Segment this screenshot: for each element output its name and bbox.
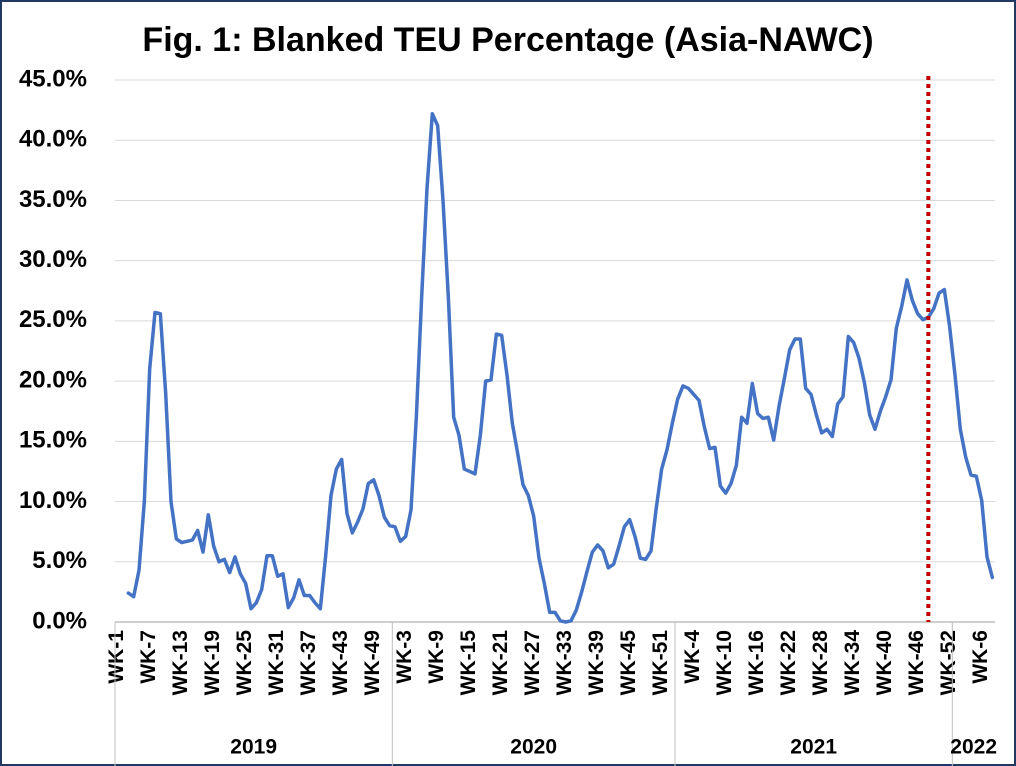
x-tick-label: WK-16: [745, 630, 768, 695]
y-tick-label: 15.0%: [19, 427, 87, 454]
x-tick-label: WK-13: [169, 630, 192, 695]
x-tick-label: WK-25: [233, 630, 256, 696]
x-tick-label: WK-39: [585, 630, 608, 695]
x-tick-label: WK-7: [137, 630, 160, 684]
x-tick-label: WK-22: [777, 630, 800, 695]
x-tick-label: WK-6: [969, 630, 992, 684]
y-tick-label: 0.0%: [32, 607, 87, 634]
x-tick-label: WK-52: [937, 630, 960, 695]
y-tick-label: 10.0%: [19, 487, 87, 514]
chart-title: Fig. 1: Blanked TEU Percentage (Asia-NAW…: [142, 21, 873, 59]
x-tick-label: WK-34: [841, 630, 864, 696]
y-tick-label: 30.0%: [19, 246, 87, 273]
x-tick-label: WK-4: [681, 630, 704, 684]
x-tick-label: WK-40: [873, 630, 896, 695]
data-line: [126, 111, 995, 624]
x-tick-label: WK-28: [809, 630, 832, 696]
x-tick-label: WK-33: [553, 630, 576, 695]
x-tick-label: WK-9: [425, 630, 448, 684]
x-tick-label: WK-46: [905, 630, 928, 695]
y-tick-label: 20.0%: [19, 366, 87, 393]
x-tick-label: WK-21: [489, 630, 512, 696]
y-tick-label: 40.0%: [19, 126, 87, 153]
x-tick-label: WK-49: [361, 630, 384, 695]
x-tick-label: WK-31: [265, 630, 288, 696]
group-label: 2019: [230, 736, 277, 759]
x-tick-label: WK-10: [713, 630, 736, 695]
x-tick-label: WK-15: [457, 630, 480, 696]
x-tick-label: WK-1: [105, 630, 128, 684]
group-label: 2020: [510, 736, 557, 759]
x-tick-label: WK-43: [329, 630, 352, 695]
group-label: 2021: [790, 736, 837, 759]
y-tick-label: 5.0%: [32, 547, 87, 574]
x-tick-label: WK-37: [297, 630, 320, 695]
x-tick-label: WK-51: [649, 630, 672, 696]
y-tick-label: 35.0%: [19, 186, 87, 213]
x-tick-label: WK-3: [393, 630, 416, 684]
x-tick-label: WK-27: [521, 630, 544, 695]
group-label: 2022: [950, 736, 997, 759]
y-tick-label: 45.0%: [19, 65, 87, 92]
y-tick-label: 25.0%: [19, 306, 87, 333]
x-tick-label: WK-45: [617, 630, 640, 696]
x-tick-label: WK-19: [201, 630, 224, 695]
